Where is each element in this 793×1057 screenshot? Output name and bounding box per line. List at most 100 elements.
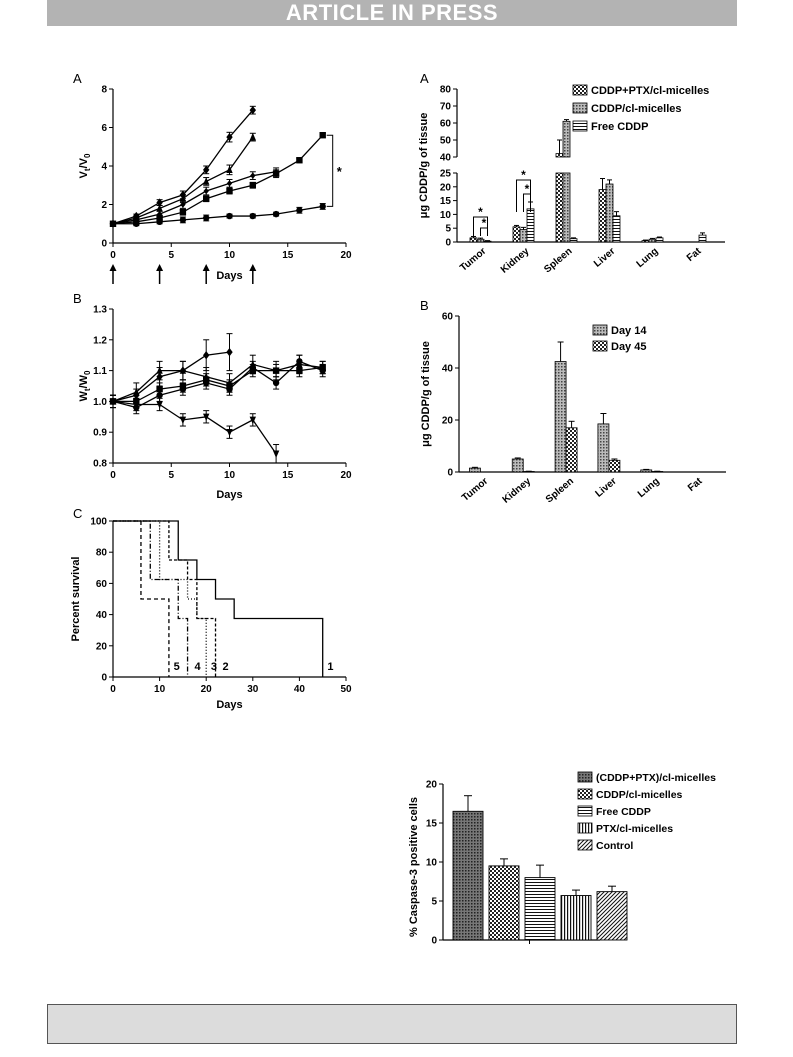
y-tick-label: 0.9 — [93, 428, 107, 439]
y-tick-label: 6 — [101, 123, 107, 134]
survival-curve-1 — [113, 520, 324, 677]
x-tick-label: 20 — [201, 684, 213, 695]
y-axis-label: Percent survival — [70, 557, 82, 642]
x-tick-label: 20 — [340, 250, 352, 261]
y-tick-label: 8 — [101, 85, 107, 96]
y-axis-label: μg CDDP/g of tissue — [418, 113, 430, 219]
bar — [655, 237, 664, 243]
bar — [488, 865, 520, 941]
y-tick-label: 60 — [440, 119, 452, 130]
bar — [569, 238, 578, 243]
y-tick-label: 2 — [101, 200, 107, 211]
legend-swatch — [577, 788, 593, 800]
bar — [596, 891, 628, 941]
data-point — [249, 212, 256, 220]
y-axis-label: μg CDDP/g of tissue — [420, 341, 432, 447]
data-point — [226, 165, 233, 174]
data-point — [296, 367, 303, 374]
data-point — [272, 379, 280, 387]
data-point — [272, 170, 280, 177]
data-point — [272, 450, 280, 458]
data-point — [203, 177, 210, 185]
data-point — [179, 385, 187, 393]
y-tick-label: 40 — [440, 153, 452, 164]
y-tick-label: 10 — [426, 858, 438, 869]
bar — [560, 895, 592, 941]
bar — [483, 240, 492, 243]
series-4 — [109, 394, 280, 464]
data-point — [249, 416, 256, 425]
x-tick-label: 30 — [247, 684, 259, 695]
data-point — [226, 212, 233, 220]
data-point — [272, 367, 280, 374]
legend-label: Day 45 — [611, 341, 646, 353]
category-label: Spleen — [542, 246, 574, 276]
y-tick-label: 0 — [447, 468, 453, 479]
data-point — [156, 366, 163, 374]
legend-label: Free CDDP — [591, 121, 648, 133]
data-point — [156, 401, 163, 409]
data-point — [203, 379, 210, 387]
sig-bracket-kidney-inner — [523, 193, 531, 212]
bar — [597, 423, 610, 473]
legend-swatch — [572, 102, 588, 114]
data-point — [179, 416, 187, 425]
x-tick-label: 15 — [282, 470, 294, 481]
data-point — [250, 172, 256, 179]
legend-swatch — [577, 771, 593, 783]
bar — [648, 238, 657, 243]
bar — [612, 215, 621, 243]
data-point — [203, 351, 210, 360]
bar — [519, 229, 528, 243]
panel-label: C — [73, 506, 82, 521]
series-line — [113, 205, 323, 225]
category-label: Liver — [592, 246, 617, 270]
legend-label: PTX/cl-micelles — [596, 823, 673, 835]
chart-left-B: 0 5 10 15 20 0.8 0.9 1.0 1.1 1.2 1.3 Wt/W0 B Days — [73, 291, 352, 501]
y-tick-label: 5 — [445, 224, 451, 235]
data-point — [133, 220, 140, 227]
chart-left-A: 0 5 10 15 20 0 2 4 6 8 Vt/V0 A Days * — [73, 71, 352, 284]
data-point — [179, 209, 187, 216]
legend-swatch — [572, 84, 588, 96]
category-label: Liver — [593, 476, 618, 500]
y-tick-label: 20 — [442, 416, 454, 427]
x-tick-label: 0 — [110, 470, 116, 481]
data-point — [249, 105, 256, 115]
data-point — [319, 132, 326, 139]
series-2 — [109, 360, 326, 409]
data-point — [203, 195, 210, 202]
sig-bracket-kidney-inner-star: * — [525, 182, 530, 196]
bar — [469, 237, 478, 243]
y-tick-label: 0 — [431, 936, 437, 947]
sig-bracket-tumor-outer-star: * — [478, 205, 483, 219]
y-tick-label: 100 — [90, 517, 107, 528]
data-point — [156, 198, 163, 207]
y-tick-label: 4 — [101, 162, 107, 173]
data-point — [179, 216, 187, 224]
x-axis-label: Days — [216, 270, 242, 282]
bar — [608, 459, 621, 473]
y-tick-label: 1.3 — [93, 305, 107, 316]
series-line — [112, 400, 277, 455]
sig-bracket-tumor-inner-star: * — [482, 216, 487, 230]
series-line — [112, 360, 323, 409]
data-point — [226, 132, 233, 142]
data-point — [203, 214, 210, 222]
y-tick-label: 70 — [440, 102, 452, 113]
dosing-arrow-head — [156, 264, 164, 271]
sig-bracket-kidney-outer-star: * — [521, 168, 526, 182]
y-tick-label: 20 — [426, 780, 438, 791]
survival-curve-5 — [113, 520, 170, 677]
legend-swatch — [592, 340, 608, 352]
category-label: Tumor — [458, 246, 488, 274]
category-label: Fat — [686, 475, 705, 493]
y-tick-label: 15 — [426, 819, 438, 830]
data-point — [296, 157, 303, 164]
y-tick-label: 0 — [101, 239, 107, 250]
data-point — [203, 187, 209, 195]
series-line — [112, 171, 277, 225]
data-point — [296, 207, 303, 214]
bar — [565, 427, 578, 473]
